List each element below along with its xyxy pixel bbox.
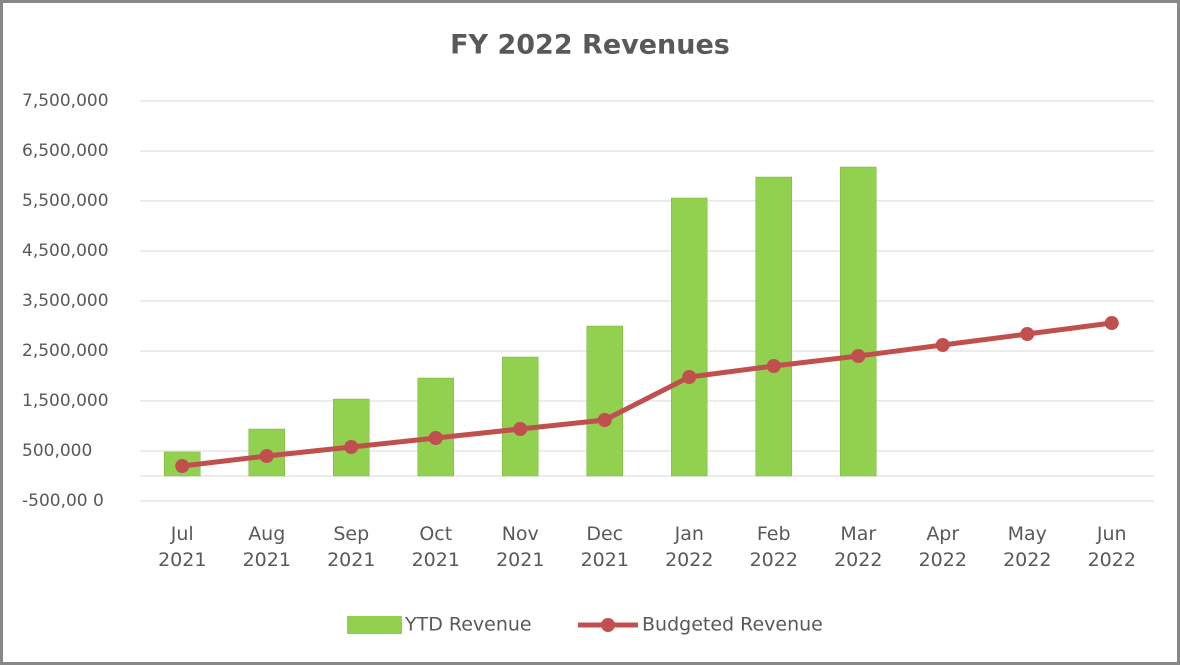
x-tick-label: Mar 2022 [834, 523, 883, 571]
line-marker [935, 338, 950, 352]
legend-label: YTD Revenue [404, 614, 532, 636]
y-tick-label: 4,500,000 [22, 241, 109, 261]
x-tick-label: Apr 2022 [918, 523, 967, 571]
bar [671, 197, 708, 477]
y-tick-label: 5,500,000 [22, 191, 109, 211]
line-marker [175, 459, 190, 473]
x-tick-label: May 2022 [1003, 523, 1052, 571]
y-tick-label: 6,500,000 [22, 141, 109, 161]
x-tick-label: Jan 2022 [665, 523, 714, 571]
bar [502, 356, 539, 477]
y-tick-label: 500,000 [22, 441, 92, 461]
bar [840, 166, 877, 477]
x-tick-label: Feb 2022 [749, 523, 798, 571]
x-tick-label: Jun 2022 [1087, 523, 1136, 571]
line-marker [1104, 316, 1119, 330]
line-marker [259, 449, 274, 463]
x-tick-label: Oct 2021 [411, 523, 460, 571]
y-tick-label: 7,500,000 [22, 91, 109, 111]
x-tick-label: Aug 2021 [242, 523, 291, 571]
line-marker [344, 440, 359, 454]
x-tick-label: Sep 2021 [327, 523, 376, 571]
legend-label: Budgeted Revenue [642, 614, 823, 636]
bar [417, 377, 454, 477]
y-tick-label: 1,500,000 [22, 391, 109, 411]
x-tick-label: Nov 2021 [496, 523, 545, 571]
line-marker [597, 413, 612, 427]
line-marker [682, 370, 697, 384]
chart-title: FY 2022 Revenues [450, 30, 730, 61]
bar [586, 325, 623, 477]
x-tick-label: Dec 2021 [580, 523, 629, 571]
line-marker [851, 349, 866, 363]
line-marker [513, 422, 528, 436]
legend-swatch [601, 618, 615, 632]
y-tick-label: 2,500,000 [22, 341, 109, 361]
line-marker [1020, 327, 1035, 341]
line [181, 320, 1113, 469]
x-tick-label: Jul 2021 [158, 523, 207, 571]
bar [755, 176, 792, 477]
line-marker [766, 359, 781, 373]
y-tick-label: -500,00 0 [22, 491, 104, 511]
bar [333, 398, 370, 477]
legend-swatch [347, 616, 402, 634]
y-tick-label: 3,500,000 [22, 291, 109, 311]
line-marker [428, 431, 443, 445]
